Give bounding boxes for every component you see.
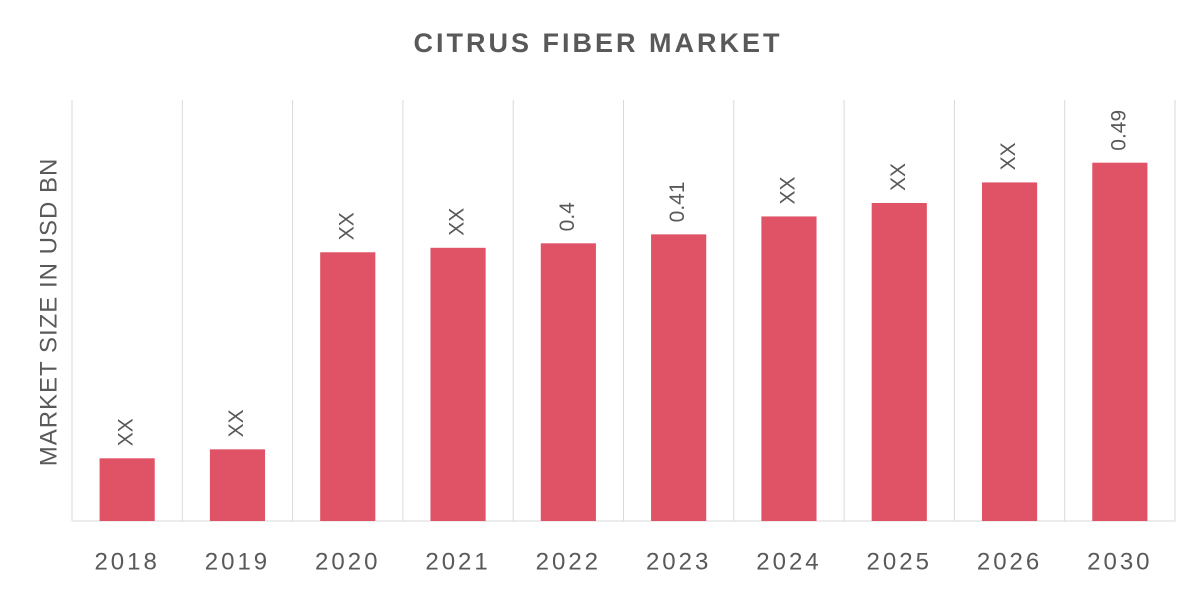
value-label: XX [115, 418, 138, 446]
value-label: 0.41 [666, 181, 689, 222]
x-tick-label: 2024 [756, 548, 821, 575]
x-tick-label: 2018 [94, 548, 159, 575]
x-tick-label: 2023 [646, 548, 711, 575]
bar [540, 243, 596, 521]
x-tick-label: 2020 [315, 548, 380, 575]
bar [99, 458, 155, 521]
x-tick-label: 2025 [867, 548, 932, 575]
x-tick-label: 2026 [977, 548, 1042, 575]
value-label: XX [887, 163, 910, 191]
x-tick-label: 2030 [1087, 548, 1152, 575]
bar [981, 182, 1038, 521]
bar [430, 247, 486, 522]
bar [651, 234, 707, 522]
value-label: 0.4 [556, 202, 579, 232]
value-label: XX [997, 142, 1020, 170]
value-label: XX [446, 208, 469, 236]
bar [209, 449, 266, 521]
value-label: XX [225, 409, 248, 437]
bar [1092, 162, 1148, 521]
bar [761, 216, 817, 521]
x-tick-label: 2019 [205, 548, 270, 575]
x-tick-label: 2022 [536, 548, 601, 575]
y-axis-title: MARKET SIZE IN USD BN [35, 158, 62, 467]
bar [871, 203, 927, 522]
value-label: 0.49 [1107, 110, 1130, 151]
x-tick-label: 2021 [425, 548, 490, 575]
value-label: XX [776, 176, 799, 204]
bar [320, 252, 376, 521]
chart-title: CITRUS FIBER MARKET [414, 28, 783, 58]
value-label: XX [335, 212, 358, 240]
